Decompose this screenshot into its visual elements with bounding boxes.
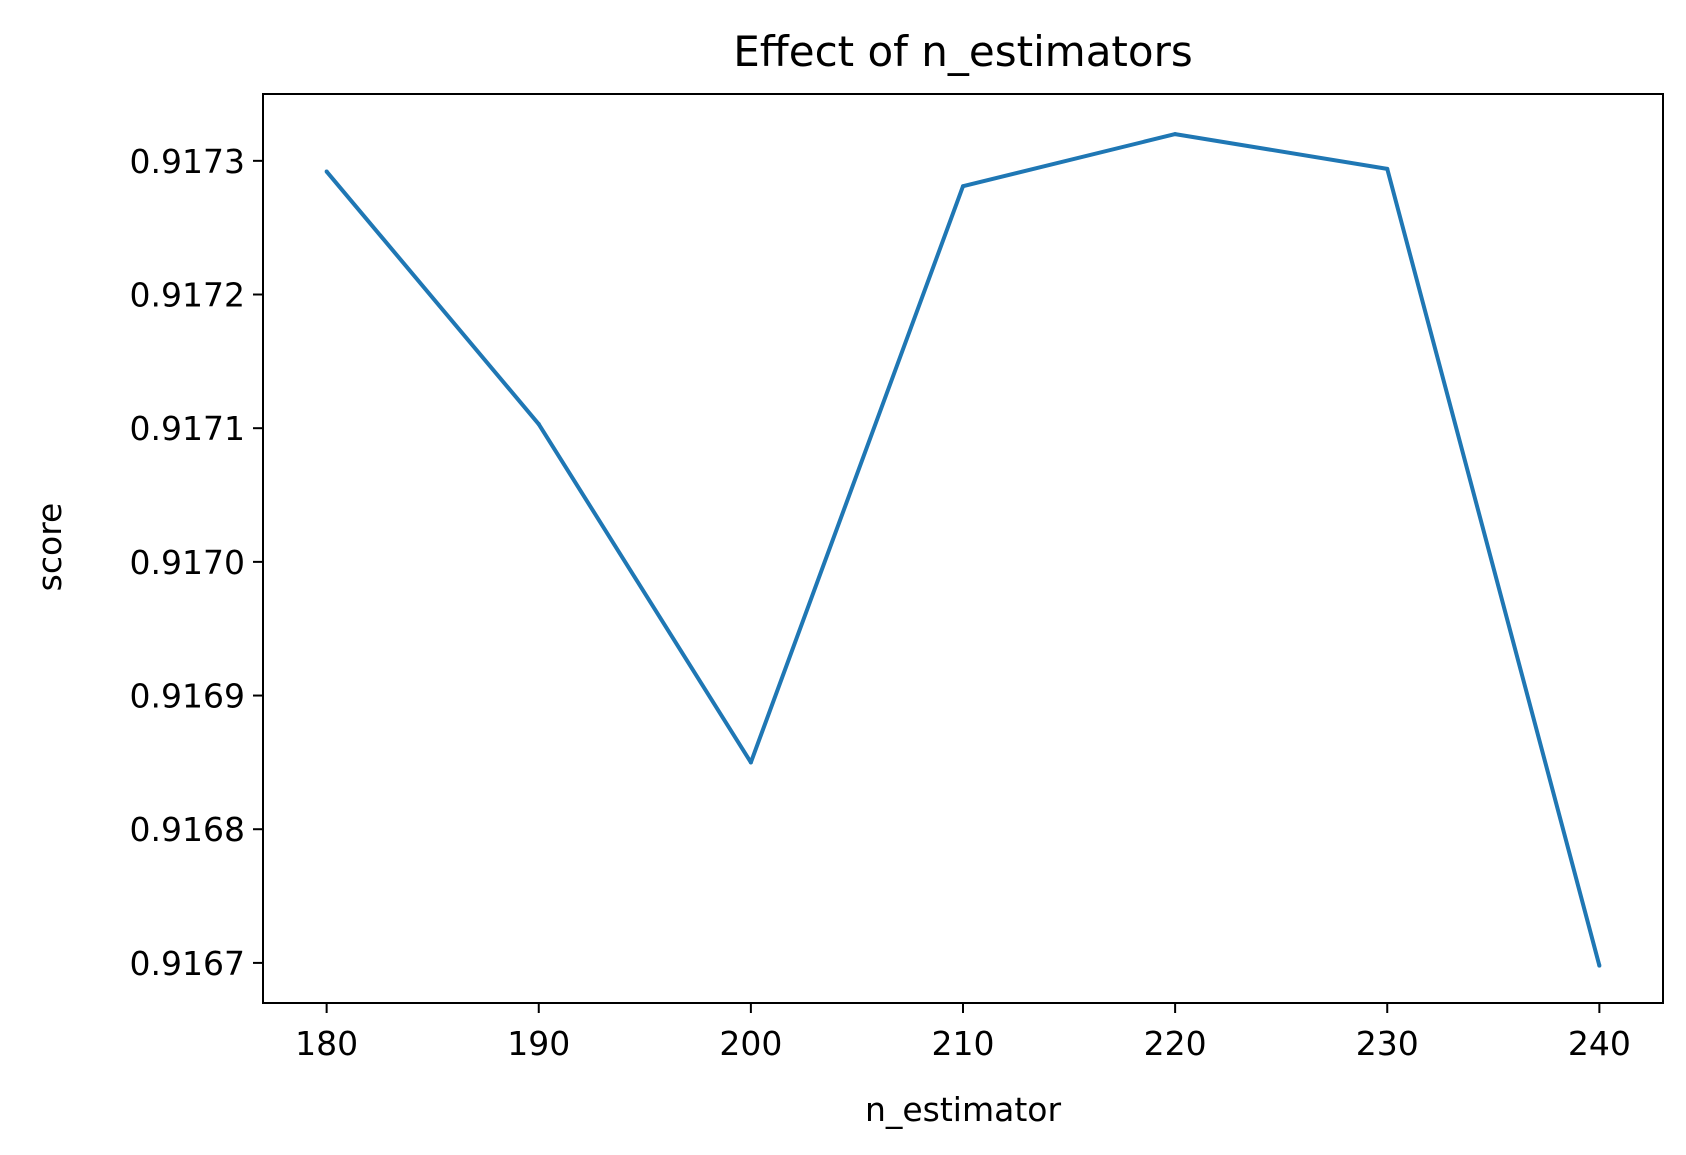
x-tick-label: 180 — [295, 1024, 358, 1063]
data-point-180 — [324, 169, 329, 174]
series-line — [325, 132, 1602, 967]
data-point-210 — [961, 184, 965, 189]
data-point-240 — [1597, 963, 1602, 968]
y-tick-label: 0.9169 — [130, 677, 245, 716]
data-point-200 — [748, 760, 753, 765]
y-axis-ticks: 0.9167 0.9168 0.9169 0.9170 0.9171 0.9172 0.91… — [130, 142, 263, 983]
x-tick-label: 190 — [507, 1024, 570, 1063]
data-point-230 — [1385, 166, 1390, 171]
data-points — [324, 132, 1602, 968]
x-tick-label: 210 — [932, 1024, 995, 1063]
x-tick-label: 200 — [719, 1024, 782, 1063]
x-tick-label: 230 — [1356, 1024, 1419, 1063]
plot-area: 0.9167 0.9168 0.9169 0.9170 0.9171 0.9172 0.91… — [130, 93, 1664, 1063]
data-point-190 — [536, 422, 541, 427]
y-tick-label: 0.9173 — [130, 142, 245, 181]
y-tick-label: 0.9170 — [130, 543, 245, 582]
y-tick-label: 0.9167 — [130, 944, 245, 983]
y-axis-label: score — [30, 503, 69, 592]
chart-title: Effect of n_estimators — [733, 27, 1193, 76]
axes-frame — [262, 93, 1664, 1004]
x-tick-label: 240 — [1568, 1024, 1631, 1063]
y-tick-label: 0.9171 — [130, 409, 245, 448]
x-axis-ticks: 180 190 200 210 220 230 240 — [295, 1003, 1631, 1063]
data-point-220 — [1173, 132, 1178, 137]
x-axis-label: n_estimator — [865, 1090, 1062, 1129]
y-tick-label: 0.9168 — [130, 810, 245, 849]
y-tick-label: 0.9172 — [130, 276, 245, 315]
x-tick-label: 220 — [1144, 1024, 1207, 1063]
